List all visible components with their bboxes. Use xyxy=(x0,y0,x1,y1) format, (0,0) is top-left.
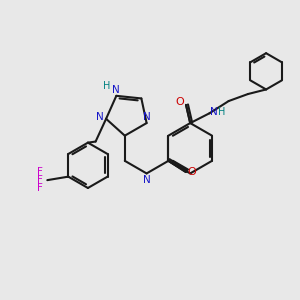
Text: O: O xyxy=(175,97,184,107)
Text: N: N xyxy=(211,107,218,117)
Text: N: N xyxy=(96,112,104,122)
Text: N: N xyxy=(112,85,120,95)
Text: N: N xyxy=(143,175,151,185)
Text: O: O xyxy=(188,167,196,177)
Text: H: H xyxy=(218,107,226,117)
Text: F: F xyxy=(38,183,43,193)
Text: F: F xyxy=(38,167,43,178)
Text: H: H xyxy=(103,81,110,91)
Text: F: F xyxy=(38,175,43,185)
Text: N: N xyxy=(143,112,151,122)
